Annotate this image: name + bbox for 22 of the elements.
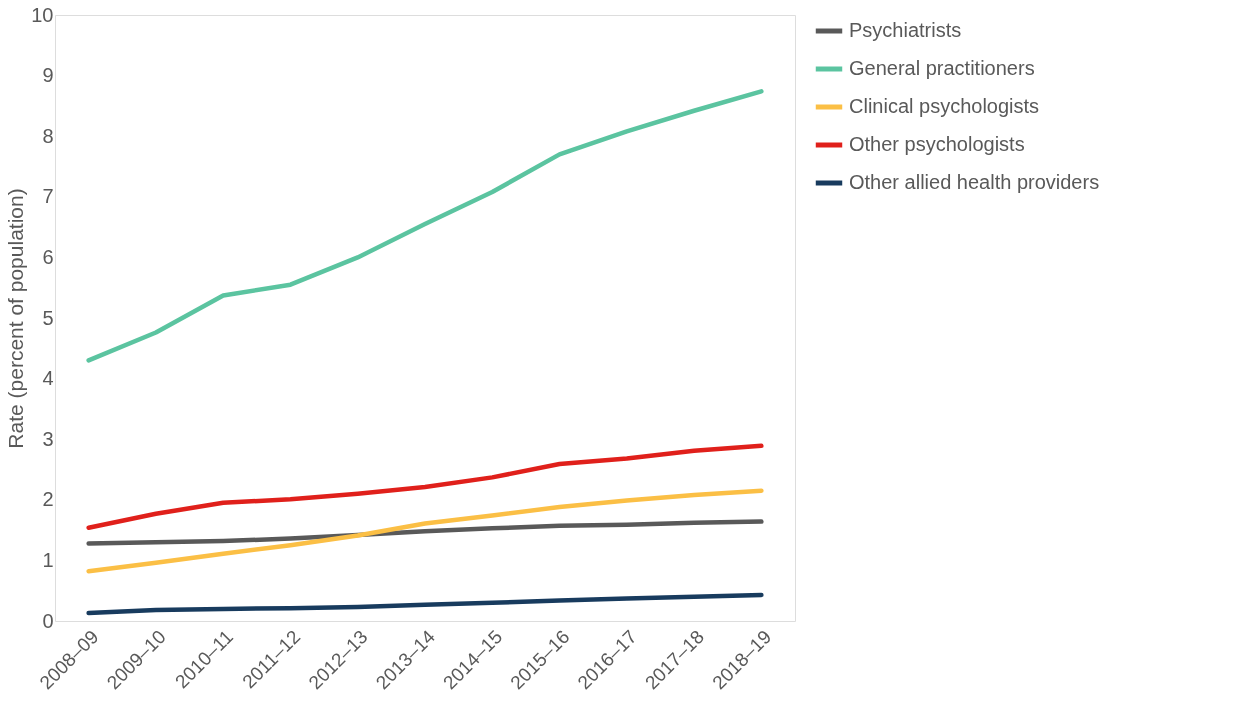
y-tick-label: 7 [42,185,54,208]
legend-label: Other allied health providers [849,171,1100,193]
legend-label: General practitioners [849,57,1035,79]
line-series [86,488,764,574]
y-tick-label: 5 [42,306,54,329]
line-series [86,592,764,616]
y-tick-label: 8 [42,124,54,147]
y-tick-label: 6 [42,245,54,268]
y-tick-label: 3 [42,427,54,450]
y-tick-label: 10 [31,3,54,26]
line-series [86,89,764,363]
line-series [86,443,764,530]
y-tick-label: 0 [42,609,54,632]
y-axis-title: Rate (percent of population) [4,188,28,449]
y-tick-label: 4 [42,367,54,390]
legend-label: Other psychologists [849,133,1025,155]
y-tick-label: 9 [42,64,54,87]
legend-label: Clinical psychologists [849,95,1040,117]
line-series [86,519,764,546]
legend-label: Psychiatrists [849,19,962,41]
y-tick-label: 2 [42,488,54,511]
y-tick-label: 1 [42,548,54,571]
